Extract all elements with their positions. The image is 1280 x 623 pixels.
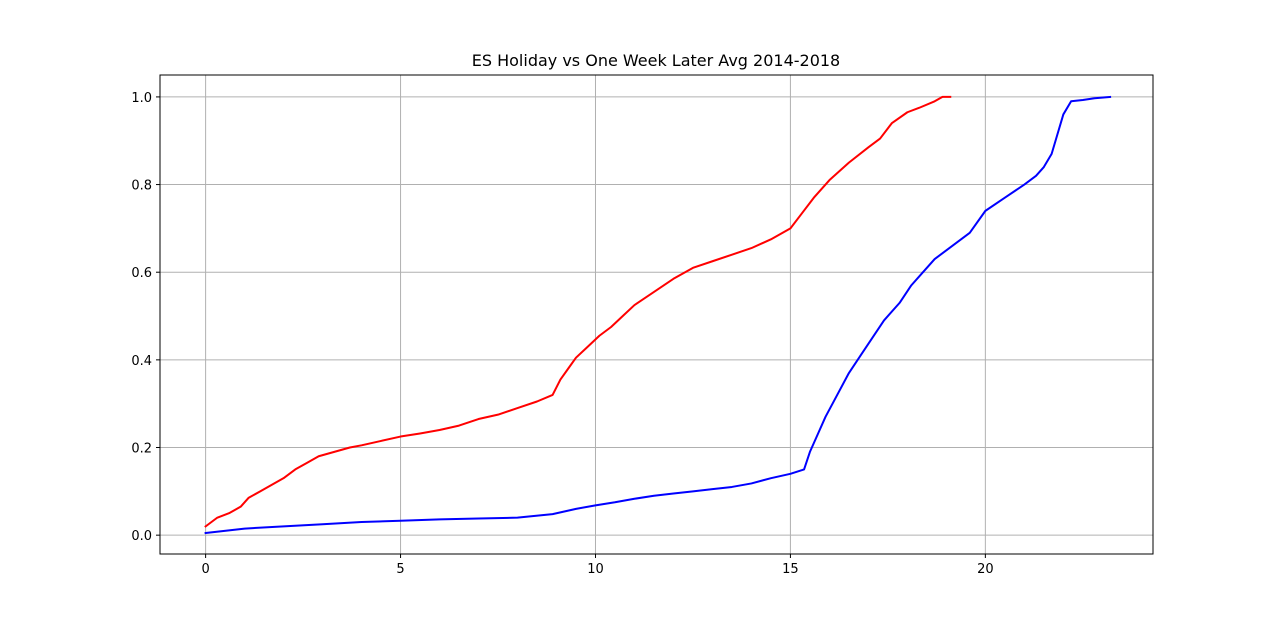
x-tick-label: 20 [977, 562, 994, 577]
x-tick-label: 0 [201, 562, 209, 577]
grid [160, 75, 1153, 554]
plot-frame [159, 74, 1154, 555]
y-tick-label: 0.8 [131, 179, 152, 194]
x-tick-label: 15 [782, 562, 799, 577]
series-line-1 [204, 95, 952, 528]
y-tick-label: 0.6 [131, 266, 152, 281]
y-tick-label: 1.0 [131, 91, 152, 106]
y-tick-label: 0.4 [131, 354, 152, 369]
x-tick-label: 5 [396, 562, 404, 577]
y-tick-label: 0.0 [131, 529, 152, 544]
y-tick-label: 0.2 [131, 442, 152, 457]
x-tick-label: 10 [587, 562, 604, 577]
series-line-2 [204, 95, 1112, 535]
series-layer [204, 95, 1112, 535]
chart-title: ES Holiday vs One Week Later Avg 2014-20… [472, 51, 840, 70]
ticks: 0 5 10 15 20 0.0 0.2 0.4 0.6 0.8 1.0 [131, 91, 993, 577]
